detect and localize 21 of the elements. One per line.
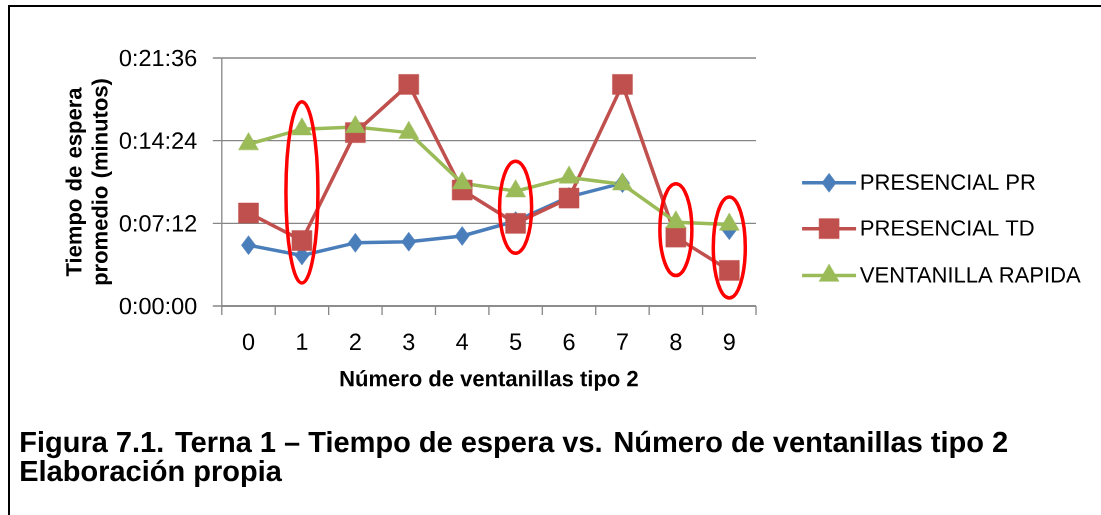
y-tick-label: 0:00:00 xyxy=(119,297,197,315)
x-tick-label: 9 xyxy=(723,333,735,351)
legend-label: PRESENCIAL PR xyxy=(861,174,1035,190)
text: Figura 7.1. Terna 1 – Tiempo de espera vs. Número de ventanillas tipo 2 xyxy=(21,430,1008,459)
y-tick-label: 0:14:24 xyxy=(119,132,197,149)
legend-label: PRESENCIAL TD xyxy=(861,220,1034,236)
x-tick-label: 3 xyxy=(403,333,415,351)
x-tick-label: 7 xyxy=(617,333,628,350)
x-tick-label: 8 xyxy=(670,333,682,351)
y-axis-title: Tiempo de espera promedio (minutos) xyxy=(65,79,112,285)
x-axis-title: Número de ventanillas tipo 2 xyxy=(340,370,638,391)
text: Elaboración propia xyxy=(21,459,283,488)
x-tick-label: 4 xyxy=(456,333,469,350)
y-tick-label: 0:07:12 xyxy=(119,215,197,232)
x-tick-label: 5 xyxy=(510,333,522,350)
x-tick-label: 6 xyxy=(563,333,575,351)
y-tick-label: 0:21:36 xyxy=(119,49,197,67)
x-tick-label: 0 xyxy=(242,333,255,351)
x-tick-label: 2 xyxy=(349,333,361,350)
x-tick-label: 1 xyxy=(297,333,308,350)
legend-label: VENTANILLA RAPIDA xyxy=(859,267,1081,283)
